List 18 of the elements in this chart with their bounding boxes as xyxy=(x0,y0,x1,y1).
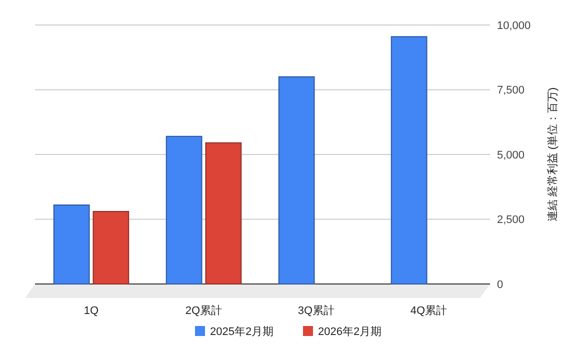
bar xyxy=(53,204,90,284)
y-tick-label: 0 xyxy=(497,278,504,291)
y-axis-title: 連結 経常利益 (単位：百万) xyxy=(546,87,559,222)
y-tick-label: 7,500 xyxy=(497,84,525,97)
bar xyxy=(390,36,428,284)
x-tick-label: 2Q累計 xyxy=(185,304,222,317)
y-tick-label: 5,000 xyxy=(497,149,525,162)
y-tick-label: 2,500 xyxy=(497,214,525,226)
bar xyxy=(205,142,242,284)
x-tick-label: 3Q累計 xyxy=(298,304,335,317)
y-tick-label: 10,000 xyxy=(497,20,531,32)
legend-label: 2026年2月期 xyxy=(318,326,382,338)
bar xyxy=(166,136,202,284)
x-tick-label: 4Q累計 xyxy=(410,304,448,317)
x-tick-label: 1Q xyxy=(84,305,100,317)
legend-label: 2025年2月期 xyxy=(210,326,274,338)
bar xyxy=(92,210,130,284)
bar xyxy=(278,76,315,284)
